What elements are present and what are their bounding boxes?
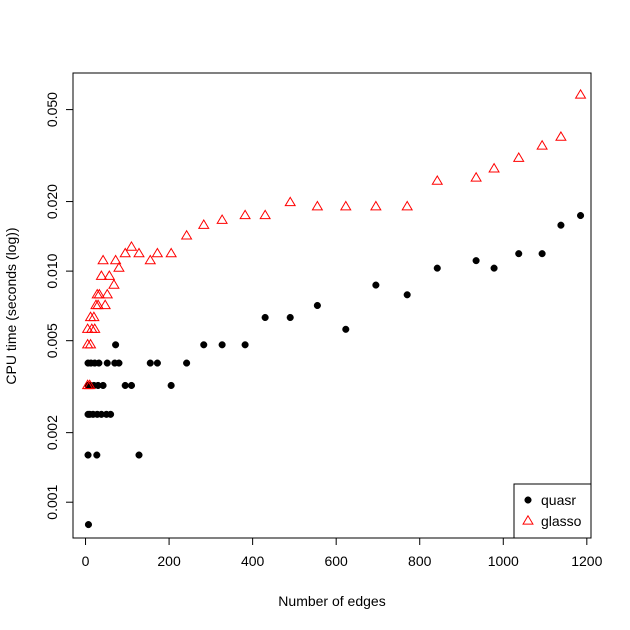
data-point-triangle [84,338,97,349]
data-point-circle [515,250,523,258]
data-point-triangle [144,254,157,265]
data-point-triangle [95,270,108,280]
data-point-triangle [97,254,109,265]
data-point-circle [183,359,191,367]
data-point-triangle [339,200,352,211]
data-point-triangle [84,311,97,322]
data-point-circle [372,281,380,289]
data-point-circle [403,291,411,299]
data-point-triangle [431,175,444,185]
data-point-triangle [165,247,177,258]
legend-box [513,483,592,539]
data-point-triangle [536,139,548,150]
data-point-triangle [259,209,271,220]
data-point-triangle [470,171,482,182]
data-point-triangle [512,152,525,162]
data-point-circle [127,381,136,390]
data-point-circle [313,301,321,310]
data-point-circle [84,451,92,459]
data-point-circle [167,381,175,390]
data-point-triangle [83,379,96,390]
data-point-triangle [103,270,116,280]
data-point-circle [112,341,120,349]
data-point-circle [135,451,143,459]
x-tick-label: 1000 [488,553,519,569]
x-tick-label: 800 [408,553,432,569]
data-point-circle [241,341,249,349]
y-axis: 0.001 0.002 0.005 0.010 0.020 0.050 [44,92,74,520]
data-point-triangle [125,240,138,251]
data-point-circle [538,250,546,258]
data-point-circle [557,221,565,229]
data-point-triangle [555,130,567,141]
data-point-triangle [239,209,251,220]
data-point-triangle [133,247,145,258]
y-tick-label: 0.050 [44,92,60,127]
data-point-triangle [101,288,114,299]
data-point-triangle [522,514,534,525]
data-point-circle [490,264,498,272]
data-point-circle [107,410,115,418]
x-axis-label: Number of edges [278,593,385,609]
data-point-triangle [197,219,210,229]
data-point-circle [286,313,294,322]
legend: quasr glasso [513,483,592,539]
data-point-triangle [113,261,125,272]
data-point-triangle [284,196,297,207]
data-point-circle [218,341,226,349]
data-point-triangle [180,229,193,240]
data-point-triangle [370,200,382,211]
data-point-circle [115,359,123,367]
data-point-triangle [88,311,100,322]
data-point-triangle [92,299,104,310]
series-layer [81,88,587,529]
x-tick-label: 400 [241,553,265,569]
data-point-circle [524,496,532,504]
data-point-triangle [488,162,500,173]
data-point-triangle [401,200,414,211]
data-point-circle [146,359,154,367]
x-tick-label: 600 [324,553,348,569]
data-point-circle [84,521,93,529]
data-point-circle [472,257,480,265]
y-tick-label: 0.002 [44,415,60,450]
data-point-circle [121,381,129,390]
data-point-triangle [216,214,228,224]
x-axis: 0 200 400 600 800 1000 1200 [82,537,603,569]
data-point-triangle [311,200,324,211]
y-axis-label: CPU time (seconds (log)) [3,227,19,384]
data-point-circle [433,264,441,272]
y-tick-label: 0.005 [44,323,60,358]
data-point-circle [342,325,350,333]
data-point-circle [103,359,111,367]
data-point-triangle [119,247,132,258]
legend-label-glasso: glasso [541,513,582,529]
data-point-circle [200,341,208,349]
series-quasr [84,211,585,529]
series-glasso [81,88,587,390]
data-point-triangle [151,247,164,258]
y-tick-label: 0.020 [44,184,60,219]
data-point-triangle [109,254,122,265]
data-point-triangle [108,278,120,289]
data-point-circle [93,451,101,459]
plot-area [72,72,592,539]
data-point-triangle [574,88,587,99]
y-tick-label: 0.010 [44,253,60,288]
y-tick-label: 0.001 [44,484,60,519]
x-tick-label: 1200 [571,553,602,569]
data-point-triangle [93,288,106,299]
data-point-triangle [88,323,101,333]
data-point-circle [95,359,103,367]
legend-label-quasr: quasr [541,492,576,508]
x-tick-label: 0 [82,553,90,569]
x-tick-label: 200 [157,553,181,569]
data-point-circle [261,313,269,322]
data-point-circle [577,211,585,220]
data-point-triangle [99,299,111,310]
data-point-circle [99,381,107,390]
data-point-circle [153,359,161,367]
